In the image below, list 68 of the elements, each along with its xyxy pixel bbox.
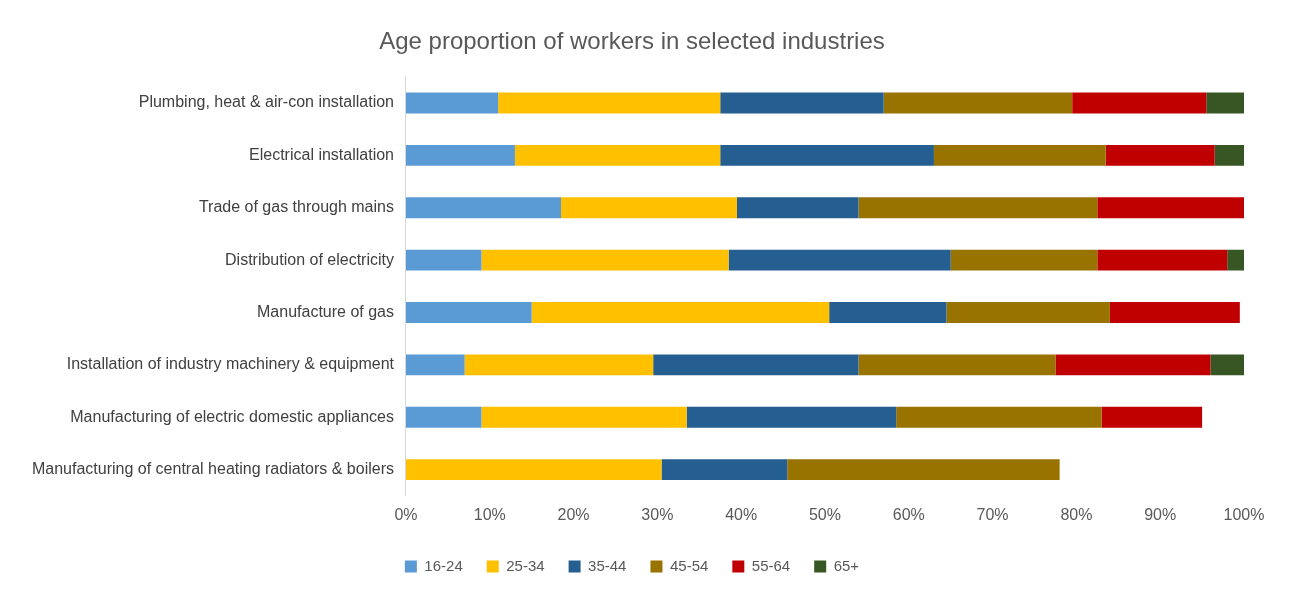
bar: [661, 459, 788, 481]
bar: [405, 92, 499, 114]
x-tick-label: 50%: [808, 505, 841, 523]
chart-title: Age proportion of workers in selected industries: [379, 27, 885, 55]
x-tick-label: 40%: [725, 505, 758, 523]
x-tick-label: 20%: [557, 505, 590, 523]
legend-label: 65+: [833, 556, 860, 574]
bar: [946, 302, 1110, 323]
bar: [1072, 92, 1207, 114]
y-tick-label: Manufacturing of central heating radiators & boilers: [31, 460, 394, 478]
bar: [829, 302, 947, 323]
bar: [1097, 249, 1228, 271]
legend-label: 35-44: [588, 556, 627, 574]
bar: [405, 459, 662, 481]
legend-label: 16-24: [424, 556, 463, 574]
bar: [1109, 302, 1240, 323]
x-tick-label: 30%: [641, 505, 674, 523]
y-tick-label: Electrical installation: [249, 145, 394, 163]
y-tick-label: Manufacturing of electric domestic appliances: [70, 407, 394, 425]
bar: [481, 249, 729, 271]
bar: [1227, 249, 1244, 271]
bar: [405, 144, 515, 166]
legend-label: 25-34: [506, 556, 545, 574]
bar: [1097, 197, 1244, 219]
bar: [720, 144, 934, 166]
y-tick-label: Distribution of electricity: [225, 250, 394, 268]
bar: [858, 197, 1098, 219]
x-tick-label: 70%: [976, 505, 1009, 523]
bar: [728, 249, 951, 271]
bar: [464, 354, 654, 376]
bar: [1206, 92, 1244, 114]
bar: [950, 249, 1098, 271]
bar: [561, 197, 737, 219]
bar: [933, 144, 1106, 166]
legend-label: 45-54: [669, 556, 709, 574]
bar: [1210, 354, 1244, 376]
y-tick-label: Manufacture of gas: [257, 302, 394, 320]
bar: [405, 406, 482, 428]
bar: [498, 92, 721, 114]
bar: [1214, 144, 1244, 166]
bar: [1101, 406, 1203, 428]
bar: [653, 354, 859, 376]
bar: [787, 459, 1060, 481]
bar: [405, 354, 465, 376]
x-tick-label: 0%: [394, 505, 418, 523]
y-tick-label: Trade of gas through mains: [198, 198, 394, 216]
bar: [481, 406, 687, 428]
bar: [531, 302, 830, 323]
bar: [1105, 144, 1215, 166]
bar: [896, 406, 1102, 428]
bar: [1055, 354, 1211, 376]
legend-label: 55-64: [751, 556, 791, 574]
bar: [405, 197, 562, 219]
x-tick-label: 90%: [1144, 505, 1177, 523]
x-tick-label: 60%: [892, 505, 925, 523]
y-tick-label: Installation of industry machinery & equipment: [66, 355, 395, 373]
x-tick-label: 80%: [1060, 505, 1093, 523]
x-tick-label: 100%: [1223, 505, 1265, 523]
bar: [883, 92, 1073, 114]
bar: [686, 406, 897, 428]
bar: [720, 92, 884, 114]
y-tick-label: Plumbing, heat & air-con installation: [138, 93, 394, 111]
bar: [737, 197, 859, 219]
x-tick-label: 10%: [473, 505, 506, 523]
bar: [514, 144, 721, 166]
bar: [405, 302, 532, 323]
bar: [405, 249, 482, 271]
bar: [858, 354, 1056, 376]
